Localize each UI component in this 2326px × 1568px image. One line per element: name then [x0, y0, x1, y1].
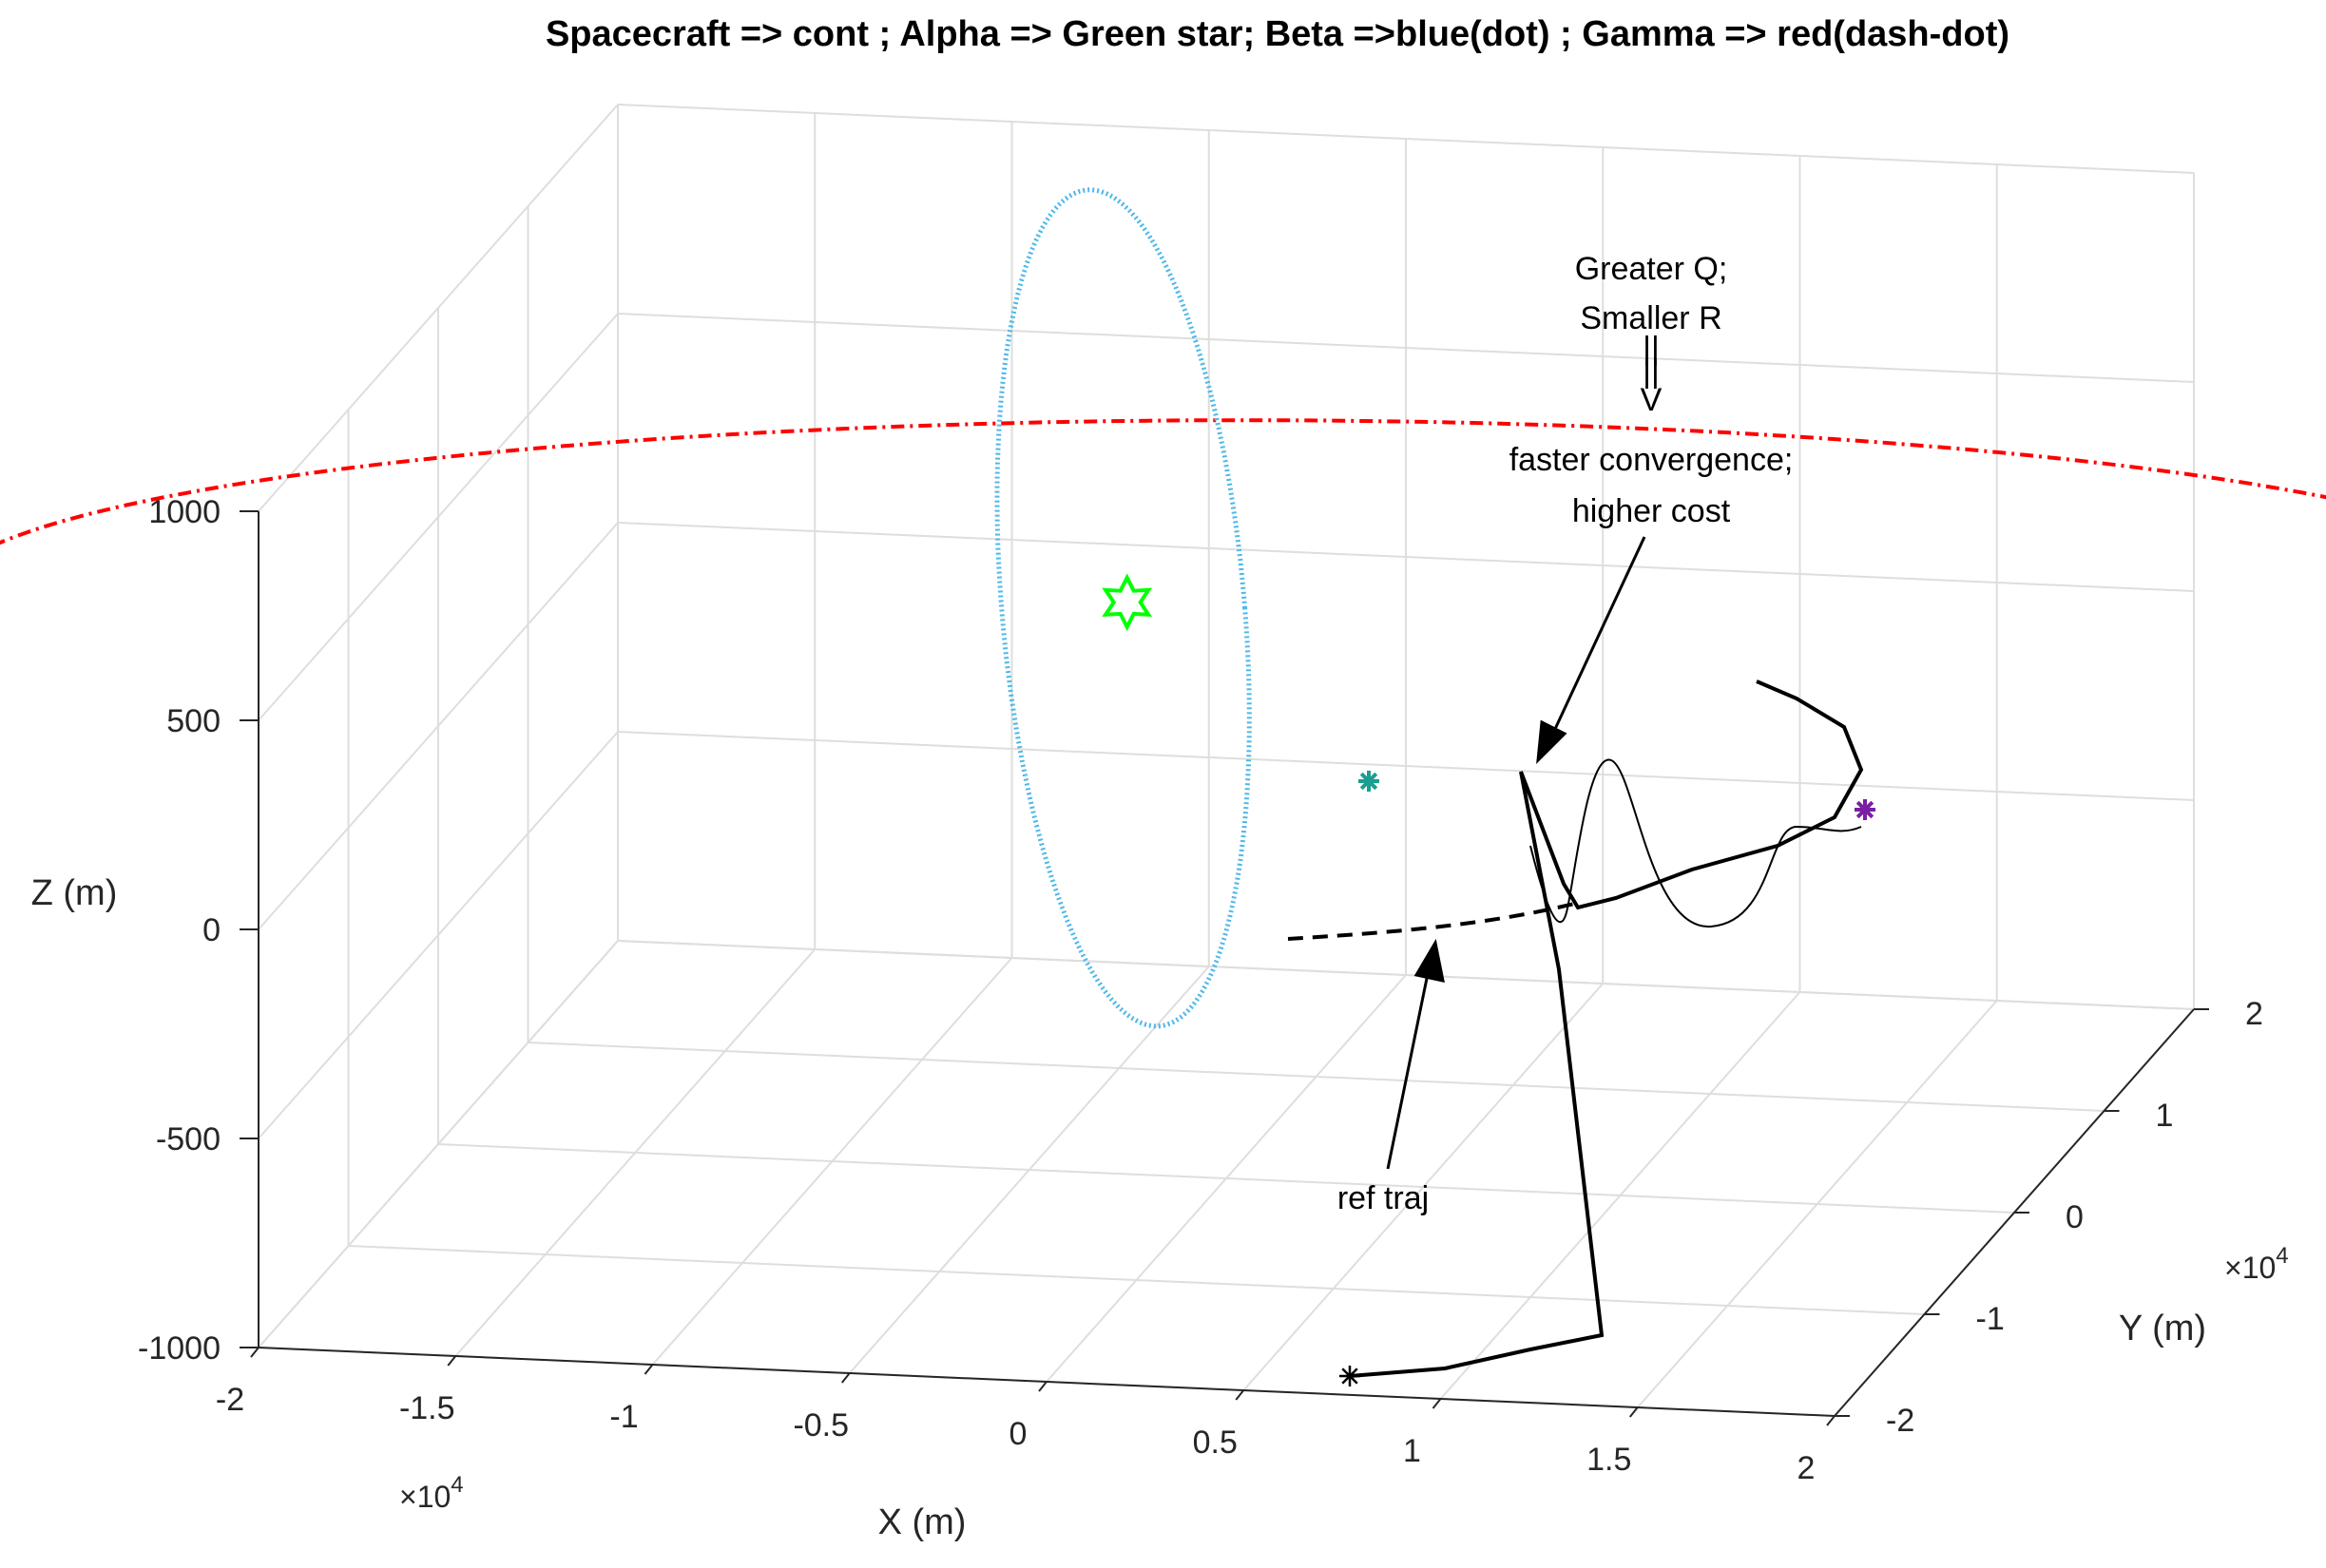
x-tick-label: -2: [216, 1382, 244, 1418]
beta-orbit: [994, 187, 1252, 1029]
x-tick-label: 2: [1797, 1450, 1816, 1486]
annotation-ref-traj: ref traj: [1337, 1180, 1429, 1216]
z-axis-label: Z (m): [31, 873, 118, 913]
x-axis-label: X (m): [878, 1502, 967, 1542]
reference-trajectory: [1287, 901, 1579, 941]
y-tick-labels: -2 -1 0 1 2: [1886, 996, 2263, 1439]
annotation-line: higher cost: [1572, 493, 1731, 529]
x-tick-label: 0: [1009, 1416, 1028, 1452]
z-tick-label: 0: [202, 912, 221, 948]
x-tick-labels: -2 -1.5 -1 -0.5 0 0.5 1 1.5 2: [216, 1382, 1816, 1486]
y-tick-label: 2: [2245, 996, 2263, 1032]
annotation-line: ref traj: [1337, 1180, 1429, 1216]
y-tick-label: 1: [2156, 1098, 2174, 1134]
x-tick-label: 1: [1403, 1433, 1421, 1469]
z-tick-label: -500: [156, 1121, 221, 1157]
annotation-line: ||: [1643, 354, 1660, 390]
y-tick-label: -2: [1886, 1403, 1914, 1439]
x-tick-label: -0.5: [793, 1407, 849, 1444]
gamma-orbit: [0, 418, 2326, 545]
svg-text:×104: ×104: [399, 1472, 464, 1514]
y-axis-label: Y (m): [2119, 1309, 2206, 1348]
annotation-line: ||: [1643, 331, 1660, 367]
spacecraft-trajectory-oscillation: [1529, 758, 1862, 928]
spacecraft-trajectory: [1349, 679, 1864, 1378]
alpha-star-marker: [1102, 573, 1153, 632]
z-tick-label: 500: [166, 703, 221, 739]
z-tick-labels: -1000 -500 0 500 1000: [138, 494, 221, 1367]
x-tick-label: 0.5: [1193, 1425, 1238, 1461]
y-exponent: ×104: [2224, 1243, 2289, 1285]
annotation-line: Greater Q;: [1575, 251, 1728, 287]
beta-position-marker: [1358, 771, 1379, 792]
spacecraft-start-marker: [1339, 1366, 1360, 1386]
z-tick-label: 1000: [148, 494, 221, 530]
spacecraft-end-marker: [1855, 799, 1875, 820]
axes-box: [240, 510, 2209, 1426]
y-tick-label: 0: [2066, 1199, 2084, 1235]
z-tick-label: -1000: [138, 1330, 221, 1367]
grid-lines: [258, 104, 2195, 1417]
x-tick-label: -1: [609, 1399, 638, 1435]
x-exponent: ×104: [399, 1472, 464, 1514]
annotation-line: V: [1641, 382, 1663, 418]
chart-title: Spacecraft => cont ; Alpha => Green star…: [546, 14, 2009, 54]
annotation-arrows: [1386, 536, 1646, 1170]
y-tick-label: -1: [1976, 1301, 2005, 1337]
annotation-line: Smaller R: [1580, 300, 1721, 336]
svg-text:×104: ×104: [2224, 1243, 2289, 1285]
annotation-line: faster convergence;: [1509, 442, 1794, 478]
x-tick-label: 1.5: [1586, 1442, 1631, 1478]
x-tick-label: -1.5: [399, 1390, 455, 1426]
